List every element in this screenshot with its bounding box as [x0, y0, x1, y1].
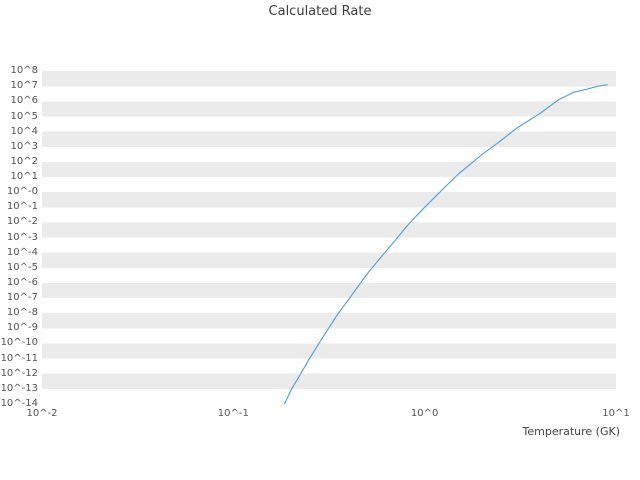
plot-area: [42, 56, 616, 404]
y-tick-label: 10^-3: [6, 231, 38, 243]
x-tick-label: 10^0: [410, 408, 439, 419]
y-tick-label: 10^-10: [0, 337, 38, 349]
x-axis-label: Temperature (GK): [522, 425, 621, 438]
y-tick-label: 10^-6: [6, 276, 38, 288]
rate-curve-canvas: [283, 84, 608, 404]
y-tick-label: 10^-14: [0, 398, 38, 409]
y-tick-label: 10^7: [10, 80, 38, 92]
y-tick-label: 10^-11: [0, 352, 38, 364]
y-tick-label: 10^-1: [6, 201, 38, 213]
y-tick-label: 10^3: [10, 140, 38, 152]
x-tick-label: 10^1: [602, 408, 630, 419]
y-tick-label: 10^-2: [6, 216, 38, 228]
y-tick-label: 10^1: [10, 171, 38, 183]
y-tick-label: 10^-13: [0, 382, 38, 394]
y-tick-label: 10^-5: [6, 261, 38, 273]
y-tick-label: 10^-7: [6, 292, 38, 304]
y-tick-label: 10^-12: [0, 367, 38, 379]
x-tick-label: 10^-2: [26, 408, 58, 419]
rate-curve: [283, 84, 608, 404]
chart-title: Calculated Rate: [268, 4, 372, 19]
y-tick-label: 10^2: [10, 155, 38, 167]
y-tick-label: 10^5: [10, 110, 38, 122]
y-tick-label: 10^6: [10, 95, 38, 107]
y-tick-label: 10^-4: [6, 246, 38, 258]
y-tick-label: 10^4: [10, 125, 38, 137]
x-tick-label: 10^-1: [217, 408, 249, 419]
y-tick-label: 10^-9: [6, 322, 38, 334]
y-tick-label: 10^8: [10, 65, 38, 77]
y-tick-label: 10^-0: [6, 186, 38, 198]
y-tick-label: 10^-8: [6, 307, 38, 319]
